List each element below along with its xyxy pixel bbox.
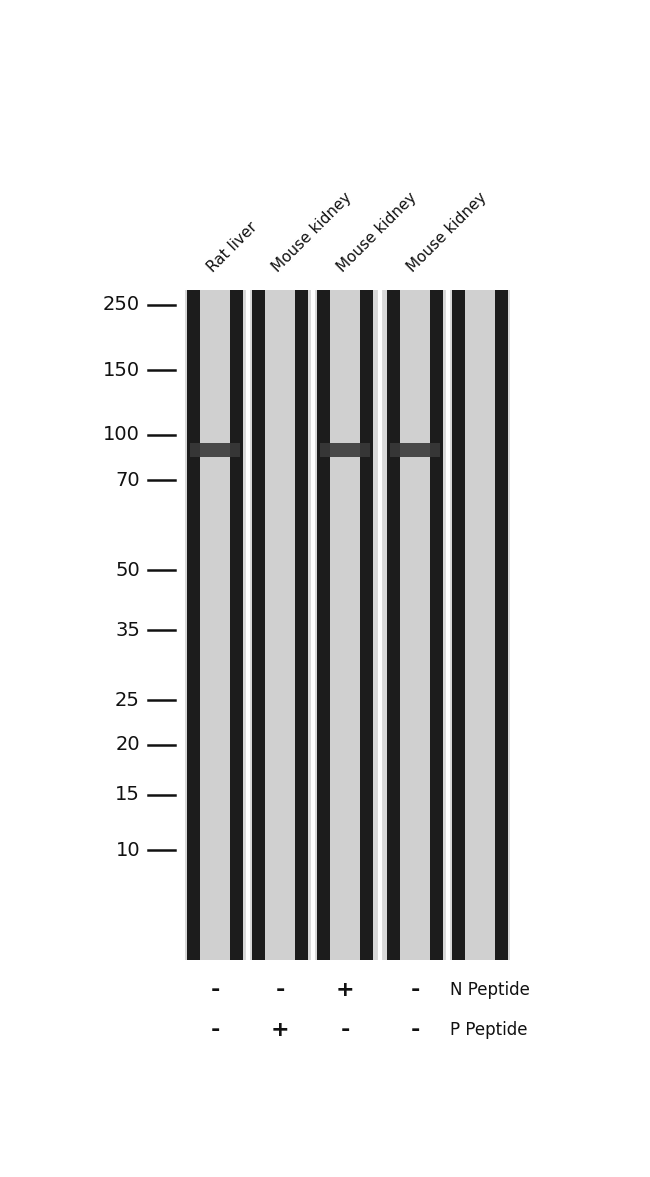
Text: Rat liver: Rat liver xyxy=(204,219,260,275)
Text: 250: 250 xyxy=(103,295,140,314)
Text: 100: 100 xyxy=(103,426,140,445)
Text: Mouse kidney: Mouse kidney xyxy=(404,189,489,275)
Bar xyxy=(190,443,240,457)
Text: +: + xyxy=(335,980,354,1000)
Text: 15: 15 xyxy=(115,785,140,805)
Bar xyxy=(265,290,295,960)
Text: 150: 150 xyxy=(103,360,140,379)
Text: -: - xyxy=(211,980,220,1000)
Text: Mouse kidney: Mouse kidney xyxy=(334,189,420,275)
Text: -: - xyxy=(410,1020,420,1040)
Text: 35: 35 xyxy=(115,620,140,639)
Bar xyxy=(452,290,508,960)
Text: 25: 25 xyxy=(115,691,140,710)
Bar xyxy=(252,290,308,960)
Text: N Peptide: N Peptide xyxy=(450,980,530,999)
Bar xyxy=(465,290,495,960)
Text: -: - xyxy=(276,980,285,1000)
Text: 70: 70 xyxy=(116,471,140,490)
Text: Mouse kidney: Mouse kidney xyxy=(269,189,355,275)
Text: -: - xyxy=(341,1020,350,1040)
Text: +: + xyxy=(270,1020,289,1040)
Bar xyxy=(330,290,360,960)
Bar xyxy=(187,290,243,960)
Bar xyxy=(390,443,440,457)
Bar xyxy=(400,290,430,960)
Text: -: - xyxy=(211,1020,220,1040)
Bar xyxy=(185,290,510,960)
Bar xyxy=(317,290,373,960)
Text: -: - xyxy=(410,980,420,1000)
Text: P Peptide: P Peptide xyxy=(450,1020,528,1039)
Text: 20: 20 xyxy=(116,736,140,754)
Bar xyxy=(387,290,443,960)
Text: 10: 10 xyxy=(116,840,140,859)
Text: 50: 50 xyxy=(115,560,140,579)
Bar xyxy=(320,443,370,457)
Bar xyxy=(200,290,230,960)
